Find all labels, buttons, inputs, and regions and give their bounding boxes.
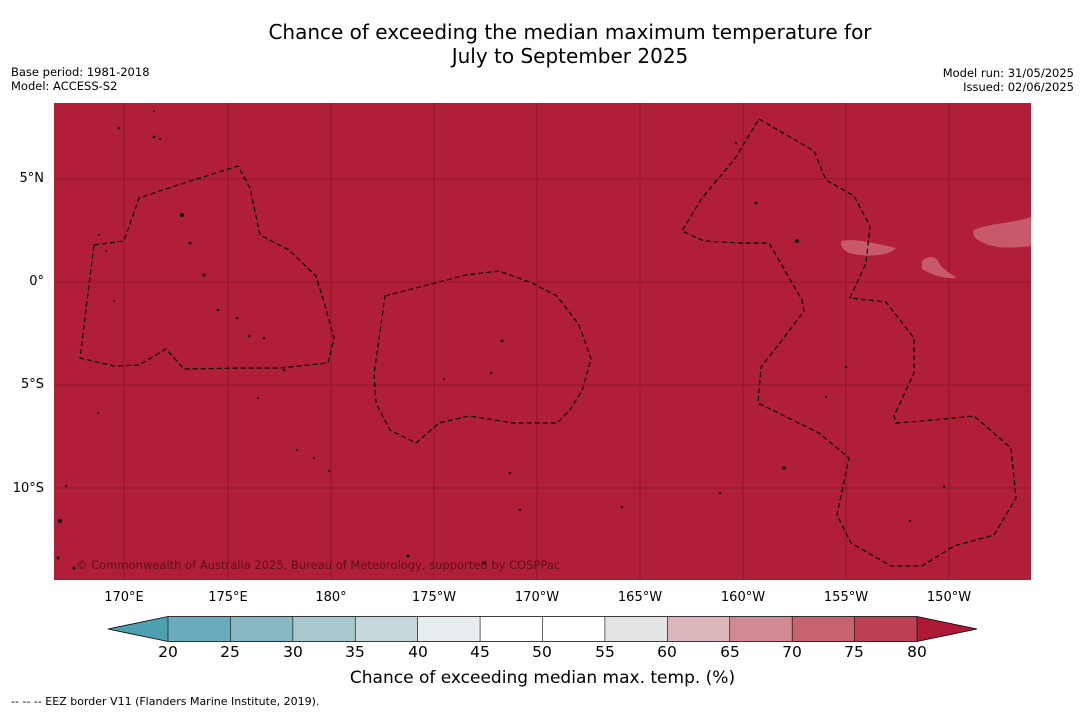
lon-label: 170°E	[104, 590, 144, 605]
meta-right: Model run: 31/05/2025 Issued: 02/06/2025	[943, 66, 1074, 94]
copyright-notice: © Commonwealth of Australia 2025, Bureau…	[76, 558, 561, 572]
lon-label: 175°W	[411, 590, 457, 605]
eez-tuvalu	[79, 165, 335, 370]
model-name: Model: ACCESS-S2	[11, 79, 118, 93]
colorbar-tick: 25	[220, 643, 240, 661]
lon-label: 180°	[315, 590, 347, 605]
colorbar-tick: 50	[532, 643, 552, 661]
map-title-line1: Chance of exceeding the median maximum t…	[268, 20, 872, 44]
lon-label: 165°W	[617, 590, 663, 605]
colorbar-tick: 55	[595, 643, 615, 661]
lon-label: 155°W	[823, 590, 869, 605]
colorbar-extend-high	[917, 616, 977, 642]
colorbar-tick: 45	[470, 643, 490, 661]
lon-label: 175°E	[208, 590, 248, 605]
colorbar-dividers	[167, 616, 918, 642]
issued-date: Issued: 02/06/2025	[963, 80, 1074, 94]
colorbar-swatch	[355, 616, 419, 642]
eez-borders	[79, 118, 1017, 567]
meta-left: Base period: 1981-2018 Model: ACCESS-S2	[11, 65, 150, 93]
map-title-line2: July to September 2025	[451, 43, 689, 68]
colorbar-tick: 20	[158, 643, 178, 661]
colorbar-swatch	[480, 616, 543, 642]
colorbar-swatch	[230, 616, 294, 642]
colorbar-tick: 40	[408, 643, 428, 661]
colorbar-tick: 75	[844, 643, 864, 661]
lat-label: 10°S	[12, 481, 44, 496]
model-run: Model run: 31/05/2025	[942, 66, 1074, 80]
colorbar-tick: 30	[283, 643, 303, 661]
colorbar-tick: 60	[657, 643, 677, 661]
map-canvas	[54, 103, 1031, 580]
colorbar-tick: 65	[720, 643, 740, 661]
colorbar-title: Chance of exceeding median max. temp. (%…	[349, 668, 736, 688]
base-period: Base period: 1981-2018	[11, 65, 150, 79]
colorbar	[107, 616, 978, 642]
islands	[56, 110, 946, 570]
lon-label: 170°W	[514, 590, 560, 605]
eez-tokelau-phoenix	[373, 270, 592, 444]
map-area[interactable]: © Commonwealth of Australia 2025, Bureau…	[54, 103, 1031, 580]
colorbar-swatch	[854, 616, 918, 642]
graticule	[54, 103, 1031, 580]
lat-label: 5°N	[19, 171, 45, 186]
lon-label: 150°W	[926, 590, 972, 605]
colorbar-swatch	[542, 616, 606, 642]
colorbar-swatch	[604, 616, 668, 642]
colorbar-swatch	[729, 616, 793, 642]
colorbar-swatch	[292, 616, 356, 642]
lat-label: 5°S	[20, 377, 44, 392]
colorbar-swatch	[168, 616, 231, 642]
colorbar-swatch	[417, 616, 481, 642]
eez-legend-note: -- -- -- EEZ border V11 (Flanders Marine…	[11, 695, 320, 708]
eez-line-islands	[681, 118, 1017, 567]
colorbar-tick: 70	[782, 643, 802, 661]
colorbar-swatch	[667, 616, 731, 642]
lon-label: 160°W	[720, 590, 766, 605]
colorbar-swatches	[108, 616, 977, 642]
map-title: Chance of exceeding the median maximum t…	[0, 20, 1085, 68]
colorbar-extend-low	[108, 616, 168, 642]
colorbar-tick: 80	[907, 643, 927, 661]
probability-patches	[840, 217, 1031, 279]
colorbar-swatch	[792, 616, 856, 642]
lat-label: 0°	[29, 274, 44, 289]
colorbar-tick: 35	[345, 643, 365, 661]
